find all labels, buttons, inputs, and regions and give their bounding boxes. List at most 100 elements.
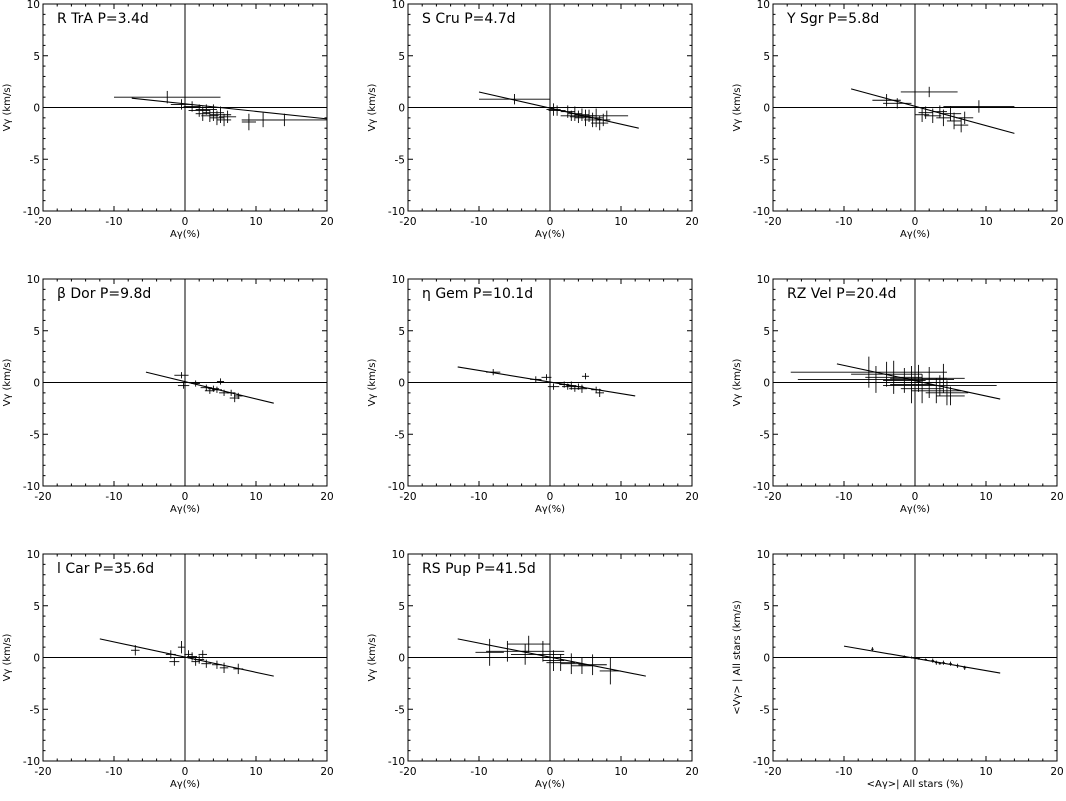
data-point — [576, 384, 587, 393]
data-point — [571, 657, 593, 675]
y-axis-label: Vγ (km/s) — [2, 358, 13, 406]
y-tick-label: 5 — [33, 601, 40, 613]
x-tick-label: 10 — [979, 216, 992, 228]
data-point — [198, 650, 208, 659]
fit-line — [457, 638, 646, 677]
y-tick-label: 0 — [398, 653, 405, 665]
x-axis-label: Aγ(%) — [170, 504, 200, 515]
x-tick-label: 0 — [912, 491, 919, 503]
data-point — [546, 103, 561, 116]
data-point — [883, 98, 912, 109]
x-axis-label: Aγ(%) — [900, 504, 930, 515]
data-point — [226, 389, 236, 396]
x-tick-label: -20 — [34, 491, 51, 503]
data-point — [936, 109, 951, 127]
x-tick-label: -20 — [399, 766, 416, 778]
x-tick-label: 0 — [547, 491, 554, 503]
data-point — [170, 99, 193, 110]
data-point — [169, 657, 180, 666]
y-tick-label: 10 — [757, 549, 770, 561]
data-point — [216, 113, 232, 127]
panel-label: R TrA P=3.4d — [57, 11, 149, 27]
data-point — [932, 105, 947, 118]
x-tick-label: 10 — [979, 766, 992, 778]
data-point — [797, 365, 955, 393]
data-point — [541, 374, 552, 381]
x-tick-label: 10 — [614, 216, 627, 228]
y-tick-label: 0 — [33, 103, 40, 115]
x-axis-label: Aγ(%) — [535, 779, 565, 790]
y-axis-label: Vγ (km/s) — [732, 358, 743, 406]
y-tick-label: -5 — [760, 154, 770, 166]
data-point — [548, 105, 566, 116]
x-tick-label: 20 — [320, 491, 333, 503]
y-tick-label: -5 — [30, 704, 40, 716]
x-tick-label: -10 — [105, 766, 122, 778]
y-tick-label: 10 — [757, 274, 770, 286]
data-point — [209, 110, 225, 126]
data-point — [191, 657, 200, 666]
data-point — [907, 101, 923, 114]
data-point — [872, 94, 901, 107]
x-tick-label: -10 — [105, 216, 122, 228]
y-tick-label: -10 — [753, 756, 770, 768]
x-tick-label: 0 — [547, 766, 554, 778]
y-tick-label: -10 — [388, 756, 405, 768]
data-point — [183, 101, 201, 112]
data-point — [865, 360, 923, 394]
data-point — [956, 111, 974, 125]
y-tick-label: -5 — [395, 704, 405, 716]
data-point — [790, 356, 947, 388]
panel-label: Y Sgr P=5.8d — [786, 11, 879, 27]
y-tick-label: -10 — [753, 206, 770, 218]
data-point — [530, 376, 542, 383]
x-tick-label: 10 — [614, 491, 627, 503]
y-tick-label: -10 — [23, 481, 40, 493]
y-tick-label: 0 — [398, 378, 405, 390]
data-point — [177, 382, 190, 389]
y-tick-label: -5 — [760, 704, 770, 716]
y-tick-label: 0 — [398, 103, 405, 115]
x-tick-label: 0 — [182, 491, 189, 503]
data-point — [949, 661, 952, 666]
y-tick-label: 5 — [763, 601, 770, 613]
x-axis-label: Aγ(%) — [535, 229, 565, 240]
panel-label: S Cru P=4.7d — [422, 11, 516, 27]
x-tick-label: 0 — [912, 216, 919, 228]
x-tick-label: 20 — [320, 216, 333, 228]
y-tick-label: 10 — [392, 0, 405, 11]
y-tick-label: -5 — [395, 154, 405, 166]
data-point — [934, 660, 938, 665]
x-tick-label: 20 — [685, 216, 698, 228]
y-tick-label: 0 — [33, 653, 40, 665]
data-point — [946, 112, 962, 130]
data-point — [131, 645, 140, 656]
data-point — [219, 662, 229, 674]
data-point — [931, 658, 935, 663]
data-point — [589, 108, 604, 128]
x-tick-label: 20 — [1050, 491, 1063, 503]
data-point — [191, 380, 200, 387]
data-point — [941, 660, 945, 665]
x-tick-label: 0 — [547, 216, 554, 228]
y-axis-label: Vγ (km/s) — [367, 358, 378, 406]
data-point — [911, 378, 962, 404]
data-point — [233, 392, 243, 400]
data-point — [915, 107, 930, 122]
data-point — [542, 102, 558, 113]
x-tick-label: 20 — [320, 766, 333, 778]
data-point — [954, 117, 969, 133]
x-tick-label: 10 — [614, 766, 627, 778]
x-axis-label: Aγ(%) — [900, 229, 930, 240]
y-tick-label: -5 — [30, 154, 40, 166]
fit-line — [131, 97, 328, 120]
x-tick-label: 20 — [685, 491, 698, 503]
y-tick-label: 5 — [398, 51, 405, 63]
data-point — [201, 659, 212, 668]
data-point — [924, 658, 928, 661]
